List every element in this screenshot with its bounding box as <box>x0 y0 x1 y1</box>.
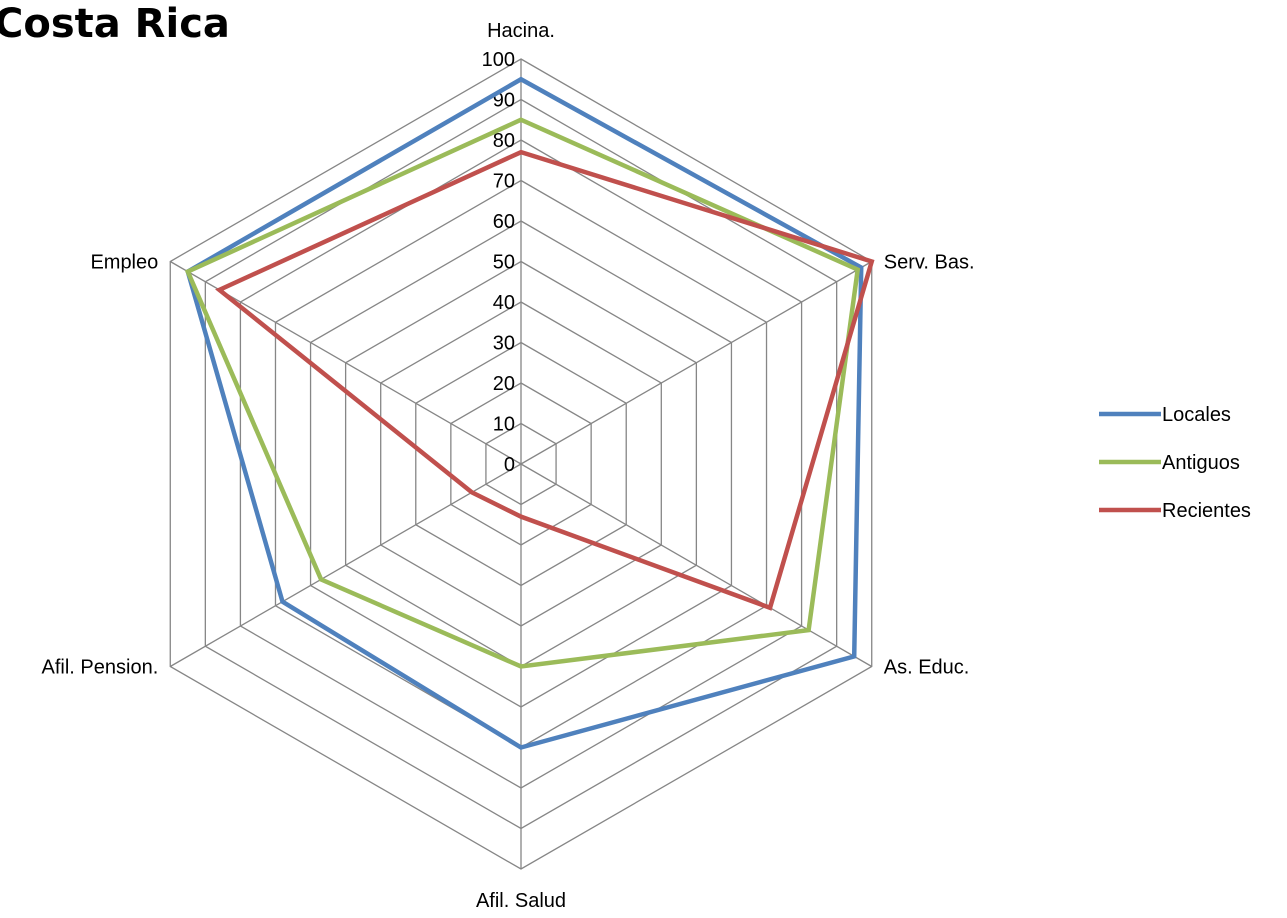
legend-label: Recientes <box>1162 500 1251 522</box>
tick-label-90: 90 <box>493 90 515 112</box>
legend-item: Locales <box>1099 404 1231 426</box>
series-line-locales <box>185 76 864 750</box>
axis-label: Empleo <box>90 252 158 274</box>
chart-title: Costa Rica <box>0 1 230 47</box>
axis-label: As. Educ. <box>884 657 970 679</box>
tick-label-20: 20 <box>493 373 515 395</box>
tick-label-0: 0 <box>504 454 515 476</box>
axis-label: Serv. Bas. <box>884 252 975 274</box>
spoke-2 <box>520 463 873 668</box>
axis-label: Hacina. <box>487 20 555 42</box>
spoke-1 <box>520 260 873 465</box>
radar-grid <box>169 58 873 870</box>
radial-tick-labels: 0 10 20 30 40 50 60 70 80 90 100 <box>482 49 515 476</box>
series-line-recientes <box>215 149 875 611</box>
tick-label-10: 10 <box>493 414 515 436</box>
legend-item: Recientes <box>1099 500 1251 522</box>
series-line-antiguos <box>184 117 861 669</box>
legend: Locales Antiguos Recientes <box>1099 404 1251 522</box>
legend-label: Locales <box>1162 404 1231 426</box>
tick-label-80: 80 <box>493 130 515 152</box>
series-lines <box>184 76 875 750</box>
legend-item: Antiguos <box>1099 452 1240 474</box>
tick-label-50: 50 <box>493 252 515 274</box>
tick-label-100: 100 <box>482 49 515 71</box>
axis-label: Afil. Salud <box>476 890 566 912</box>
tick-label-70: 70 <box>493 171 515 193</box>
legend-label: Antiguos <box>1162 452 1240 474</box>
spoke-4 <box>169 463 522 668</box>
axis-label: Afil. Pension. <box>42 657 159 679</box>
tick-label-40: 40 <box>493 292 515 314</box>
tick-label-60: 60 <box>493 211 515 233</box>
axis-labels: Hacina. Serv. Bas. As. Educ. Afil. Salud Afi… <box>42 20 975 912</box>
tick-label-30: 30 <box>493 333 515 355</box>
